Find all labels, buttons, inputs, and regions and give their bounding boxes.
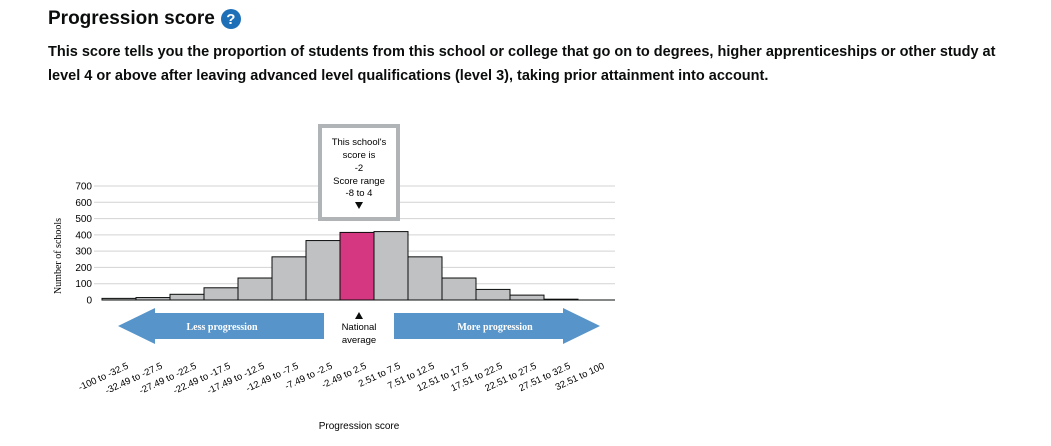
- bar: [169, 293, 205, 301]
- y-tick-label: 0: [86, 296, 92, 307]
- y-tick-label: 600: [75, 198, 92, 209]
- national-average-label-2: average: [342, 335, 376, 346]
- page-title: Progression score ?: [48, 8, 241, 30]
- more-progression-arrow: [394, 308, 600, 344]
- school-score-callout: This school's score is -2 Score range -8…: [318, 124, 400, 221]
- y-tick-labels: 0 100 200 300 400 500 600 700: [75, 182, 92, 307]
- bar: [407, 256, 443, 301]
- bar-highlighted: [339, 231, 375, 301]
- question-mark-icon[interactable]: ?: [220, 9, 241, 29]
- bar: [305, 240, 341, 301]
- callout-line-1: This school's: [332, 137, 387, 148]
- x-tick-labels: -100 to -32.5-32.49 to -27.5-27.49 to -2…: [77, 361, 606, 397]
- bar: [509, 294, 545, 301]
- bar: [271, 256, 307, 301]
- bar: [237, 277, 273, 301]
- page-title-text: Progression score: [48, 8, 215, 29]
- bar: [203, 287, 239, 301]
- y-tick-label: 100: [75, 279, 92, 290]
- bar: [475, 288, 511, 301]
- national-average-label-1: National: [342, 322, 377, 333]
- bars: [101, 231, 579, 301]
- callout-line-2: score is: [343, 150, 376, 161]
- y-axis-label: Number of schools: [53, 218, 64, 294]
- more-progression-label: More progression: [457, 322, 533, 333]
- y-tick-label: 500: [75, 214, 92, 225]
- y-tick-label: 200: [75, 263, 92, 274]
- callout-score: -2: [355, 163, 363, 174]
- callout-pointer-icon: [355, 202, 363, 209]
- y-tick-label: 400: [75, 230, 92, 241]
- less-progression-label: Less progression: [186, 322, 257, 333]
- callout-line-4: Score range: [333, 176, 385, 187]
- callout-range: -8 to 4: [346, 188, 373, 199]
- bar: [441, 277, 477, 301]
- x-axis-label: Progression score: [319, 421, 400, 432]
- y-tick-label: 700: [75, 182, 92, 193]
- score-description: This score tells you the proportion of s…: [48, 44, 996, 84]
- national-average-pointer-icon: [355, 312, 363, 319]
- bar: [373, 231, 409, 301]
- y-tick-label: 300: [75, 247, 92, 258]
- less-progression-arrow: [118, 308, 324, 344]
